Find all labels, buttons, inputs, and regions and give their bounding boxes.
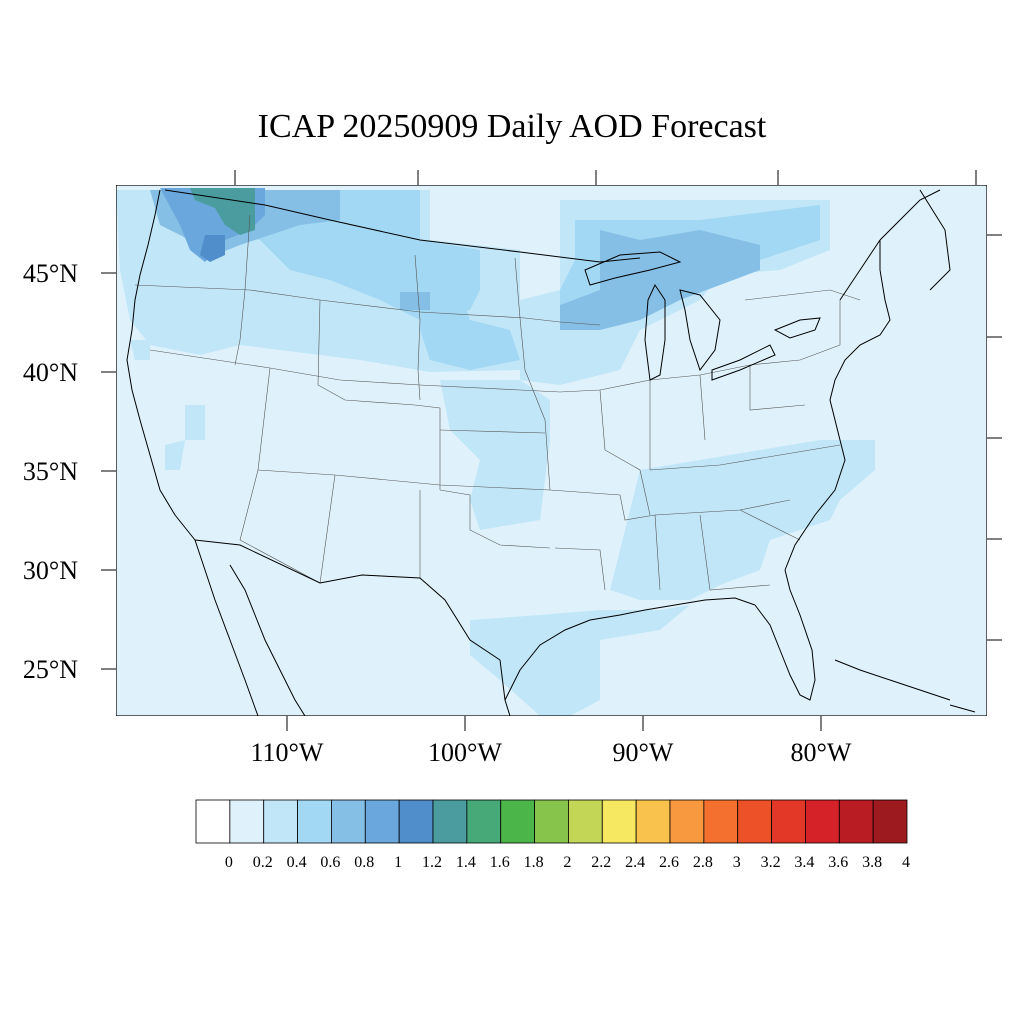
lat-label: 25°N xyxy=(23,655,78,684)
colorbar-swatch xyxy=(838,799,874,844)
colorbar-swatch xyxy=(601,799,637,844)
colorbar-swatch xyxy=(331,799,366,844)
colorbar-label: 3.8 xyxy=(862,854,882,871)
lon-label: 100°W xyxy=(428,738,502,767)
colorbar-label: 0.8 xyxy=(354,854,374,871)
colorbar-swatch xyxy=(669,799,705,844)
colorbar-swatch xyxy=(466,799,502,844)
latitude-labels: 45°N 40°N 35°N 30°N 25°N xyxy=(23,259,78,684)
lon-label: 80°W xyxy=(791,738,852,767)
colorbar-label: 1.4 xyxy=(456,854,476,871)
longitude-labels: 110°W 100°W 90°W 80°W xyxy=(251,738,852,767)
colorbar-label: 1.6 xyxy=(490,854,510,871)
lat-label: 45°N xyxy=(23,259,78,288)
map-panel xyxy=(116,185,987,716)
coastlines xyxy=(126,189,976,716)
colorbar-label: 1.2 xyxy=(422,854,442,871)
colorbar-label: 2.8 xyxy=(693,854,713,871)
aod-patch-smoke-core xyxy=(200,235,225,262)
colorbar-label: 3.4 xyxy=(794,854,814,871)
colorbar-label: 2.6 xyxy=(659,854,679,871)
colorbar-swatch xyxy=(398,799,434,844)
colorbar-swatch xyxy=(297,799,332,844)
colorbar-label: 3.2 xyxy=(761,854,781,871)
colorbar-swatch xyxy=(432,799,468,844)
colorbar-label: 3.6 xyxy=(828,854,848,871)
colorbar-swatch xyxy=(872,799,908,844)
colorbar-swatch xyxy=(195,799,231,844)
lon-label: 110°W xyxy=(251,738,324,767)
aod-patch-california xyxy=(130,340,150,360)
lat-label: 35°N xyxy=(23,457,78,486)
colorbar-swatch xyxy=(568,799,603,844)
colorbar-label: 0.6 xyxy=(320,854,340,871)
colorbar: 0 0.2 0.4 0.6 0.8 1 1.2 1.4 1.6 1.8 2 2.2 2.4 2.6 2.8 3… xyxy=(195,799,910,871)
colorbar-label: 0.4 xyxy=(287,854,307,871)
aod-patch-minnesota xyxy=(400,292,430,310)
colorbar-label: 2.2 xyxy=(591,854,611,871)
aod-patch-nevada xyxy=(165,405,205,470)
colorbar-swatch xyxy=(635,799,671,844)
colorbar-label: 2 xyxy=(563,854,571,871)
bottom-ticks xyxy=(286,716,822,731)
colorbar-label: 4 xyxy=(902,854,910,871)
colorbar-label: 1 xyxy=(394,854,402,871)
aod-patch-smoke-plume xyxy=(190,188,255,235)
lon-label: 90°W xyxy=(613,738,674,767)
aod-patch-dakotas xyxy=(420,290,520,370)
right-ticks xyxy=(987,234,1002,641)
colorbar-label: 0 xyxy=(225,854,233,871)
aod-field xyxy=(116,188,875,716)
colorbar-label: 2.4 xyxy=(625,854,645,871)
left-ticks xyxy=(101,272,116,670)
colorbar-label: 1.8 xyxy=(524,854,544,871)
colorbar-swatch xyxy=(364,799,400,844)
lat-label: 30°N xyxy=(23,556,78,585)
colorbar-swatch xyxy=(500,799,535,844)
colorbar-label: 0.2 xyxy=(253,854,273,871)
colorbar-swatch xyxy=(703,799,739,844)
colorbar-swatch xyxy=(263,799,298,844)
aod-patch-plains xyxy=(440,380,550,530)
colorbar-label: 3 xyxy=(733,854,741,871)
colorbar-swatch xyxy=(737,799,772,844)
lat-label: 40°N xyxy=(23,358,78,387)
top-ticks xyxy=(234,170,977,185)
map-title: ICAP 20250909 Daily AOD Forecast xyxy=(257,108,767,145)
colorbar-swatch xyxy=(229,799,265,844)
colorbar-swatch xyxy=(805,799,840,844)
colorbar-swatch xyxy=(771,799,806,844)
aod-patch-upper-midwest xyxy=(560,230,760,330)
colorbar-swatch xyxy=(534,799,569,844)
state-borders xyxy=(134,214,861,591)
aod-patch-gulf-coast xyxy=(470,605,690,716)
aod-patch-southeast xyxy=(610,440,875,600)
